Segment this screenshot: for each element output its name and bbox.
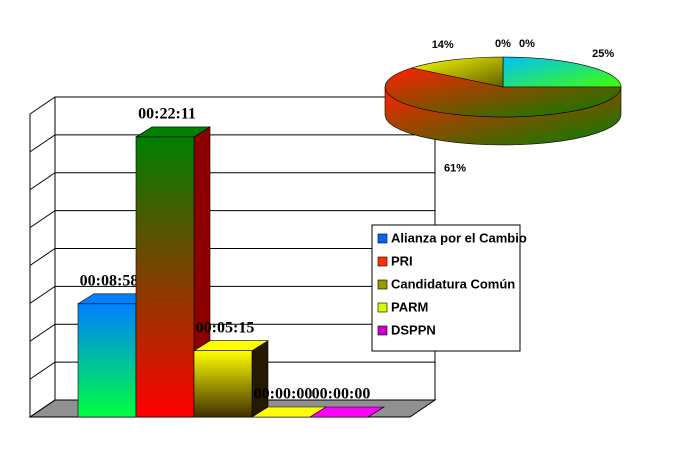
grid-line: [29, 361, 56, 380]
legend-label: DSPPN: [391, 322, 436, 337]
legend-label: PARM: [391, 299, 428, 314]
pie-slice: [384, 67, 622, 118]
legend-label: Alianza por el Cambio: [391, 230, 527, 245]
grid-line: [29, 323, 56, 342]
legend: Alianza por el Cambio PRI Candidatura Comú…: [371, 224, 527, 352]
grid-line: [29, 285, 56, 304]
pie-label: 61%: [444, 163, 466, 175]
pie-slice: [502, 56, 622, 88]
pie-label: 14%: [432, 39, 454, 51]
bar: [77, 303, 137, 418]
grid-line: [29, 134, 56, 153]
pie-label: 0%: [519, 38, 535, 50]
grid-line: [29, 172, 56, 191]
value-label: 00:05:15: [196, 319, 255, 336]
grid-line: [29, 248, 56, 266]
value-label: 00:00:00: [312, 386, 371, 403]
legend-swatch: [377, 256, 388, 267]
value-label: 00:08:58: [80, 272, 139, 289]
value-label: 00:00:00: [254, 386, 313, 403]
bar: [193, 350, 253, 418]
value-label: 00:22:11: [138, 106, 196, 123]
bar: [135, 136, 195, 418]
grid-line: [29, 210, 56, 229]
bar-side: [251, 340, 269, 418]
legend-box: [371, 224, 521, 352]
legend-swatch: [377, 279, 388, 290]
pie-label: 0%: [495, 38, 511, 50]
pie-label: 25%: [592, 48, 614, 60]
legend-label: Candidatura Común: [391, 276, 515, 291]
legend-label: PRI: [391, 253, 413, 268]
bar-top: [308, 406, 386, 418]
legend-swatch: [377, 233, 388, 244]
grid-line: [29, 399, 56, 418]
legend-swatch: [377, 302, 388, 313]
pie-slice: [411, 56, 504, 88]
legend-swatch: [377, 325, 388, 336]
grid-line: [29, 96, 56, 115]
